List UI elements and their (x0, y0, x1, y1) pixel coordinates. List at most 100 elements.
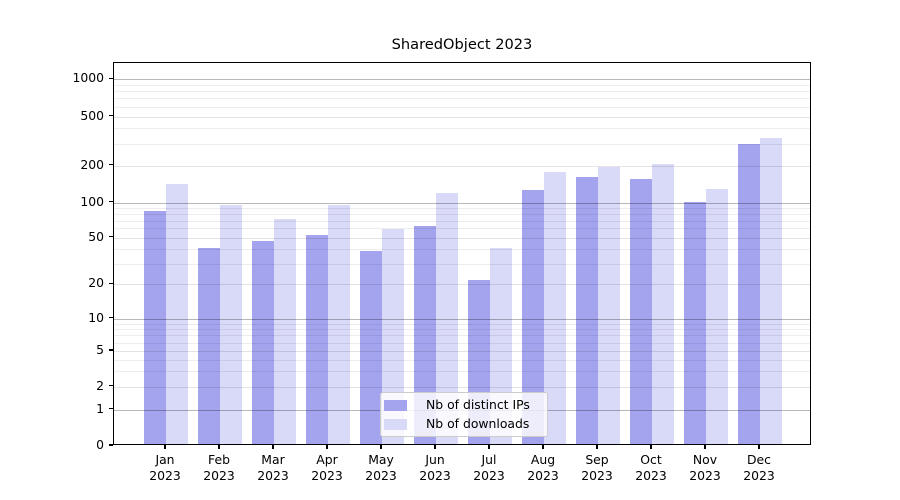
bar-nb-of-downloads-may (382, 229, 404, 444)
x-tick-mark (758, 445, 760, 449)
x-tick-mark (434, 445, 436, 449)
y-tick-label: 200 (80, 156, 104, 172)
y-tick-mark (109, 349, 113, 351)
y-tick-mark (109, 317, 113, 319)
y-tick-mark (109, 282, 113, 284)
bar-nb-of-distinct-ips-jun (414, 225, 436, 444)
bar-nb-of-downloads-feb (220, 205, 242, 444)
x-tick-mark (704, 445, 706, 449)
gridline (114, 249, 810, 251)
gridline (114, 128, 810, 130)
legend-swatch-downloads (384, 418, 407, 430)
bar-nb-of-distinct-ips-jan (144, 211, 166, 444)
gridline (114, 143, 810, 145)
gridline (114, 237, 810, 239)
y-tick-label: 0 (96, 437, 104, 452)
gridline (114, 98, 810, 100)
y-tick-mark (109, 444, 113, 446)
bar-nb-of-distinct-ips-nov (684, 202, 706, 444)
legend-label-downloads: Nb of downloads (426, 416, 530, 431)
y-tick-mark (109, 114, 113, 117)
gridline (114, 318, 810, 320)
bar-nb-of-downloads-mar (274, 218, 296, 444)
gridline (114, 116, 810, 118)
x-tick-mark (650, 445, 652, 449)
chart-title: SharedObject 2023 (391, 36, 533, 53)
gridline (114, 370, 810, 372)
gridline (114, 165, 810, 167)
bar-nb-of-downloads-aug (544, 172, 566, 444)
gridline (114, 386, 810, 388)
gridline (114, 351, 810, 352)
y-tick-label: 20 (88, 275, 104, 291)
gridline (114, 84, 810, 86)
bar-nb-of-distinct-ips-sep (576, 176, 598, 444)
y-tick-label: 100 (80, 193, 104, 209)
gridlines-layer (114, 63, 810, 444)
y-tick-mark (109, 408, 113, 410)
y-tick-mark (109, 236, 113, 238)
x-tick-mark (380, 445, 382, 449)
gridline (114, 202, 810, 204)
gridline (114, 106, 810, 108)
x-tick-label-jul: Jul 2023 (473, 452, 505, 483)
legend: Nb of distinct IPs Nb of downloads (380, 392, 548, 437)
gridline (114, 323, 810, 325)
bar-nb-of-distinct-ips-aug (522, 190, 544, 444)
gridline (114, 284, 810, 286)
y-tick-label: 1000 (72, 70, 104, 86)
x-tick-label-jan: Jan 2023 (149, 452, 181, 483)
y-tick-mark (109, 201, 113, 203)
bar-nb-of-distinct-ips-apr (306, 234, 328, 444)
y-tick-label: 1 (96, 400, 104, 416)
x-tick-label-may: May 2023 (365, 452, 397, 483)
gridline (114, 342, 810, 344)
x-tick-label-feb: Feb 2023 (203, 452, 235, 483)
y-tick-mark (109, 77, 113, 79)
bar-nb-of-downloads-jan (166, 183, 188, 444)
y-tick-mark (109, 385, 113, 387)
bar-nb-of-downloads-nov (706, 189, 728, 444)
plot-area (113, 62, 811, 445)
legend-label-distinct-ips: Nb of distinct IPs (426, 397, 530, 412)
x-tick-mark (272, 445, 274, 449)
bar-nb-of-distinct-ips-oct (630, 178, 652, 444)
x-tick-label-oct: Oct 2023 (635, 452, 667, 483)
x-tick-label-mar: Mar 2023 (257, 452, 289, 483)
y-tick-mark (109, 163, 113, 166)
gridline (114, 359, 810, 361)
bar-nb-of-distinct-ips-dec (738, 143, 760, 444)
gridline (114, 335, 810, 337)
gridline (114, 220, 810, 222)
gridline (114, 329, 810, 331)
y-tick-label: 10 (88, 309, 104, 325)
x-tick-mark (326, 445, 328, 449)
legend-item-distinct-ips: Nb of distinct IPs (384, 397, 541, 413)
x-tick-mark (596, 445, 598, 449)
gridline (114, 91, 810, 93)
bar-nb-of-downloads-apr (328, 204, 350, 444)
x-tick-mark (488, 445, 490, 449)
x-tick-label-aug: Aug 2023 (527, 452, 559, 483)
bar-nb-of-distinct-ips-feb (198, 248, 220, 444)
gridline (114, 263, 810, 265)
gridline (114, 228, 810, 230)
gridline (114, 208, 810, 210)
bar-nb-of-downloads-dec (760, 138, 782, 444)
x-tick-label-nov: Nov 2023 (689, 452, 721, 483)
y-tick-label: 500 (80, 107, 104, 123)
x-tick-label-jun: Jun 2023 (419, 452, 451, 483)
y-tick-label: 2 (96, 377, 104, 393)
x-tick-mark (542, 445, 544, 449)
x-tick-mark (164, 445, 166, 449)
bar-nb-of-downloads-jun (436, 193, 458, 444)
x-tick-mark (218, 445, 220, 449)
legend-swatch-distinct-ips (384, 399, 407, 411)
bar-nb-of-distinct-ips-mar (252, 241, 274, 444)
gridline (114, 213, 810, 215)
x-tick-label-apr: Apr 2023 (311, 452, 343, 483)
bar-nb-of-downloads-sep (598, 166, 620, 444)
y-tick-label: 50 (88, 228, 104, 244)
bar-nb-of-downloads-oct (652, 163, 674, 444)
